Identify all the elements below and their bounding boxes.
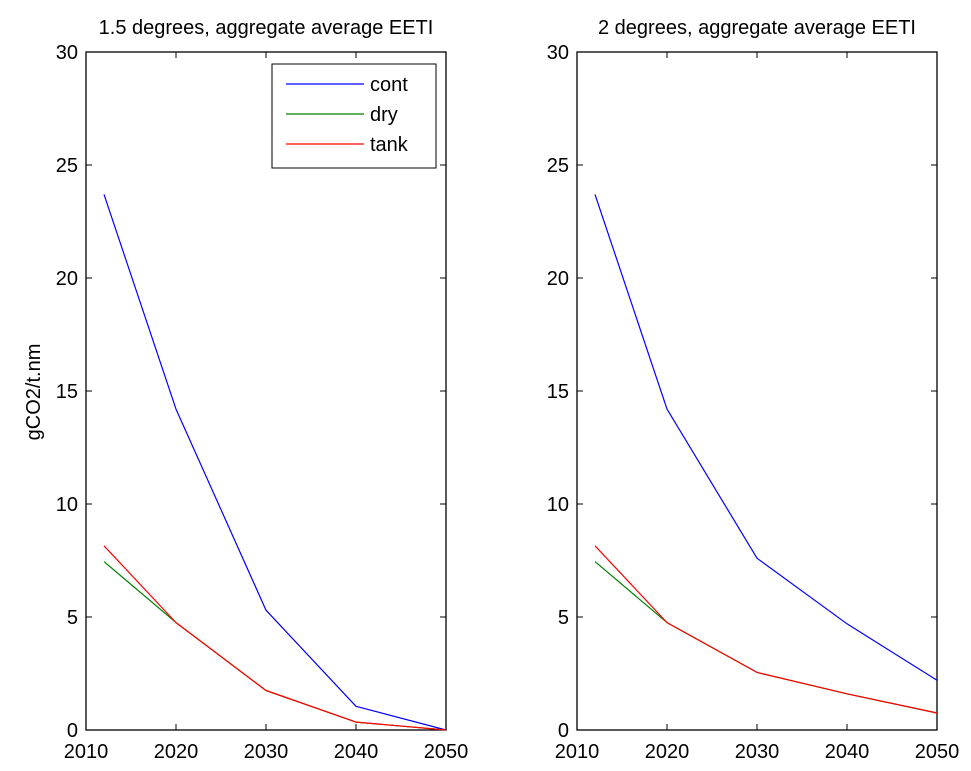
y-tick-label: 15 <box>547 381 569 403</box>
legend-label-tank: tank <box>370 134 409 156</box>
y-tick-label: 0 <box>67 720 78 742</box>
x-tick-label: 2030 <box>244 741 289 763</box>
axes-box <box>576 51 938 731</box>
series-line-tank <box>594 545 938 714</box>
x-tick-label: 2040 <box>334 741 379 763</box>
series-line-cont <box>103 194 447 731</box>
x-tick-label: 2010 <box>64 741 109 763</box>
legend-label-cont: cont <box>370 74 408 96</box>
y-tick-label: 15 <box>56 381 78 403</box>
x-tick-label: 2030 <box>735 741 780 763</box>
x-tick-label: 2050 <box>424 741 469 763</box>
y-tick-label: 20 <box>547 268 569 290</box>
chart-title: 1.5 degrees, aggregate average EETI <box>99 17 434 39</box>
y-tick-label: 30 <box>56 42 78 64</box>
y-tick-label: 0 <box>558 720 569 742</box>
legend-label-dry: dry <box>370 104 398 126</box>
y-tick-label: 5 <box>67 607 78 629</box>
x-tick-label: 2010 <box>555 741 600 763</box>
y-tick-label: 5 <box>558 607 569 629</box>
x-tick-label: 2020 <box>154 741 199 763</box>
x-tick-label: 2050 <box>915 741 960 763</box>
y-tick-label: 10 <box>56 494 78 516</box>
legend-box <box>271 63 437 169</box>
y-tick-label: 30 <box>547 42 569 64</box>
legend: cont dry tank <box>271 63 437 169</box>
chart-title: 2 degrees, aggregate average EETI <box>598 17 916 39</box>
y-tick-label: 25 <box>56 155 78 177</box>
x-tick-label: 2020 <box>645 741 690 763</box>
y-tick-label: 10 <box>547 494 569 516</box>
y-tick-label: 20 <box>56 268 78 290</box>
series-line-tank <box>103 545 447 731</box>
x-tick-label: 2040 <box>825 741 870 763</box>
series-line-cont <box>594 194 938 681</box>
y-axis-label: gCO2/t.nm <box>23 344 45 441</box>
y-tick-label: 25 <box>547 155 569 177</box>
